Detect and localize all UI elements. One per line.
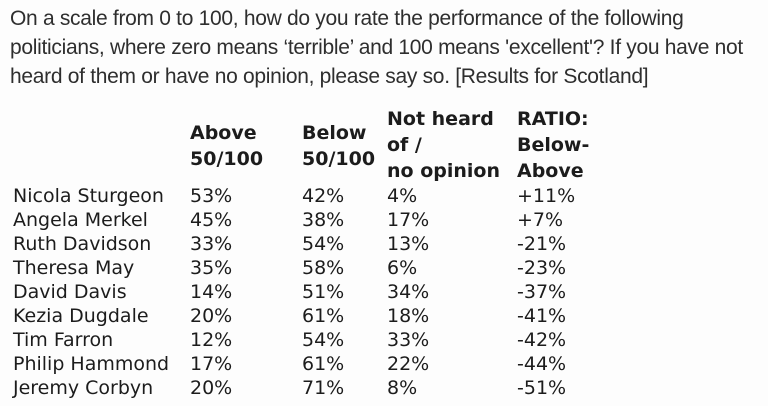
not-heard-cell: 4% xyxy=(387,185,418,207)
col-header-ratio: RATIO: Below- Above xyxy=(517,108,590,182)
col-header-below-50: Below 50/100 xyxy=(302,122,376,170)
below-cell: 58% xyxy=(302,257,345,279)
ratio-cell: -44% xyxy=(517,353,567,375)
table-row: Nicola Sturgeon 53% 42% 4% +11% xyxy=(13,184,637,208)
politician-name-cell: Nicola Sturgeon xyxy=(13,185,164,207)
politician-name-cell: David Davis xyxy=(13,281,127,303)
poll-question-text: On a scale from 0 to 100, how do you rat… xyxy=(10,7,743,88)
politician-name-cell: Theresa May xyxy=(13,257,135,279)
col-header-politician xyxy=(13,106,190,184)
politician-name-cell: Jeremy Corbyn xyxy=(13,377,154,399)
above-cell: 20% xyxy=(190,305,233,327)
col-header-not-heard: Not heard of / no opinion xyxy=(387,108,500,182)
above-cell: 53% xyxy=(190,185,233,207)
ratio-cell: -51% xyxy=(517,377,567,399)
ratio-cell: -37% xyxy=(517,281,567,303)
politician-name-cell: Kezia Dugdale xyxy=(13,305,149,327)
ratio-cell: +7% xyxy=(517,209,564,231)
table-header-row: Above 50/100 Below 50/100 Not heard of /… xyxy=(13,106,637,184)
above-cell: 45% xyxy=(190,209,233,231)
politician-name-cell: Angela Merkel xyxy=(13,209,148,231)
table-row: Ruth Davidson 33% 54% 13% -21% xyxy=(13,232,637,256)
not-heard-cell: 22% xyxy=(387,353,430,375)
not-heard-cell: 6% xyxy=(387,257,418,279)
table-row: Philip Hammond 17% 61% 22% -44% xyxy=(13,352,637,376)
below-cell: 38% xyxy=(302,209,345,231)
politician-name-cell: Philip Hammond xyxy=(13,353,170,375)
politician-name-cell: Tim Farron xyxy=(13,329,114,351)
not-heard-cell: 33% xyxy=(387,329,430,351)
below-cell: 71% xyxy=(302,377,345,399)
table-row: Kezia Dugdale 20% 61% 18% -41% xyxy=(13,304,637,328)
below-cell: 54% xyxy=(302,233,345,255)
poll-results-table: Above 50/100 Below 50/100 Not heard of /… xyxy=(13,106,637,400)
above-cell: 12% xyxy=(190,329,233,351)
not-heard-cell: 34% xyxy=(387,281,430,303)
table-row: Tim Farron 12% 54% 33% -42% xyxy=(13,328,637,352)
table-row: David Davis 14% 51% 34% -37% xyxy=(13,280,637,304)
ratio-cell: -23% xyxy=(517,257,567,279)
below-cell: 61% xyxy=(302,353,345,375)
below-cell: 51% xyxy=(302,281,345,303)
below-cell: 42% xyxy=(302,185,345,207)
table-row: Jeremy Corbyn 20% 71% 8% -51% xyxy=(13,376,637,400)
table-row: Theresa May 35% 58% 6% -23% xyxy=(13,256,637,280)
above-cell: 14% xyxy=(190,281,233,303)
above-cell: 35% xyxy=(190,257,233,279)
col-header-above-50: Above 50/100 xyxy=(190,122,264,170)
below-cell: 61% xyxy=(302,305,345,327)
above-cell: 17% xyxy=(190,353,233,375)
not-heard-cell: 17% xyxy=(387,209,430,231)
above-cell: 20% xyxy=(190,377,233,399)
politician-name-cell: Ruth Davidson xyxy=(13,233,152,255)
table-row: Angela Merkel 45% 38% 17% +7% xyxy=(13,208,637,232)
not-heard-cell: 18% xyxy=(387,305,430,327)
ratio-cell: -42% xyxy=(517,329,567,351)
below-cell: 54% xyxy=(302,329,345,351)
ratio-cell: -21% xyxy=(517,233,567,255)
above-cell: 33% xyxy=(190,233,233,255)
ratio-cell: +11% xyxy=(517,185,576,207)
ratio-cell: -41% xyxy=(517,305,567,327)
not-heard-cell: 8% xyxy=(387,377,418,399)
not-heard-cell: 13% xyxy=(387,233,430,255)
